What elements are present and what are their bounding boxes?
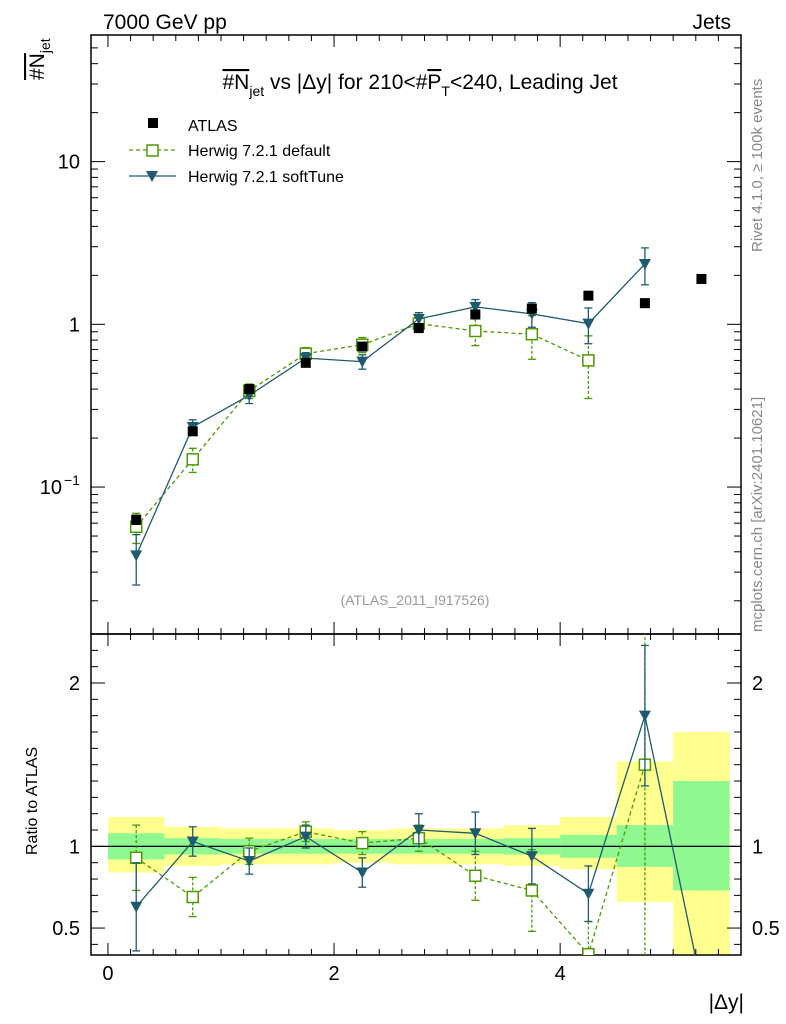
x-tick-label: 4 [555, 963, 566, 985]
title-middle: vs |Δy| for 210<# [264, 71, 428, 94]
atlas-point [470, 309, 481, 320]
title-pt-symbol: P [427, 71, 441, 94]
x-tick-label: 2 [328, 963, 339, 985]
side-label-upper-wrap: Rivet 4.1.0, ≥ 100k events [749, 79, 766, 252]
ratio-y-axis-label: Ratio to ATLAS [24, 747, 41, 855]
analysis-watermark: (ATLAS_2011_I917526) [341, 592, 490, 608]
softtune-point [582, 318, 595, 330]
default-point [186, 890, 199, 904]
atlas-point [300, 357, 311, 368]
side-label-lower-wrap: mcplots.cern.ch [arXiv:2401.10621] [749, 397, 766, 632]
title-n-symbol: #N [222, 71, 249, 94]
series-square-filled [131, 273, 707, 525]
default-point [582, 354, 595, 367]
legend-atlas-label: ATLAS [188, 118, 238, 135]
softtune-point [695, 980, 707, 991]
softtune-point [638, 258, 651, 270]
softtune-point [412, 825, 425, 837]
softtune-point [638, 710, 651, 722]
svg-text:#Njet: #Njet [26, 38, 53, 80]
default-point [582, 947, 595, 955]
title-pt-subscript: T [441, 83, 450, 99]
ratio-y-tick-label-right: 1 [752, 836, 763, 858]
legend-default-marker [146, 144, 159, 157]
softtune-point [582, 888, 595, 900]
series-line [135, 764, 646, 955]
main-y-tick-label: 10 [40, 477, 62, 499]
x-axis-label: |Δy| [709, 991, 744, 1014]
series-line [135, 322, 589, 528]
ratio-y-axis-label-wrap: Ratio to ATLAS [24, 747, 41, 855]
softtune-point [186, 836, 199, 848]
main-chart-title: #Njet vs |Δy| for 210<#PT<240, Leading J… [222, 71, 617, 99]
atlas-point [413, 322, 424, 333]
softtune-point [130, 550, 143, 562]
series-triangle-down-solid [130, 644, 707, 991]
x-tick-label: 0 [102, 963, 113, 985]
softtune-point [356, 356, 369, 368]
ratio-y-tick-label-right: 2 [752, 673, 763, 695]
series-line [135, 263, 646, 556]
default-point [469, 324, 482, 338]
default-point [469, 869, 482, 883]
ratio-y-tick-label: 2 [69, 673, 80, 695]
softtune-point [469, 828, 482, 840]
legend-atlas-marker [148, 118, 158, 128]
legend: ATLAS Herwig 7.2.1 default Herwig 7.2.1 … [129, 118, 344, 186]
ylabel-main: #N [26, 53, 49, 80]
atlas-point [583, 290, 594, 301]
ratio-y-tick-label-right: 0.5 [752, 918, 780, 940]
atlas-point [244, 384, 255, 395]
default-point [356, 836, 369, 850]
ylabel-subscript: jet [37, 38, 53, 54]
rivet-version-label: Rivet 4.1.0, ≥ 100k events [749, 79, 766, 252]
legend-softtune-marker [146, 171, 158, 182]
legend-softtune-label: Herwig 7.2.1 softTune [188, 169, 344, 186]
ratio-y-tick-label: 1 [69, 836, 80, 858]
series-square-open-dashed [129, 634, 652, 955]
ratio-y-tick-label: 0.5 [52, 918, 80, 940]
atlas-point [639, 298, 650, 309]
title-end: <240, Leading Jet [450, 71, 618, 94]
legend-default-label: Herwig 7.2.1 default [188, 143, 331, 160]
atlas-point [131, 514, 142, 525]
default-point [129, 851, 143, 865]
default-point [186, 453, 199, 466]
default-point [525, 327, 539, 341]
softtune-point [525, 851, 538, 863]
header-energy-label: 7000 GeV pp [103, 11, 227, 34]
series-triangle-down-solid [130, 247, 651, 586]
softtune-point [299, 831, 312, 843]
main-y-tick-label: 10 [58, 152, 80, 174]
softtune-point [356, 867, 369, 879]
ratio-frame [90, 633, 742, 956]
softtune-point [130, 901, 143, 913]
atlas-point [526, 303, 537, 314]
softtune-point [469, 301, 482, 313]
main-y-axis-label: #Njet [26, 38, 53, 80]
mcplots-source-label: mcplots.cern.ch [arXiv:2401.10621] [749, 397, 766, 632]
atlas-point [696, 273, 707, 284]
atlas-point [357, 341, 368, 352]
softtune-point [412, 313, 425, 325]
header-process-label: Jets [692, 11, 731, 34]
softtune-point [243, 856, 256, 868]
ratio-panel: 0 2 4 0.5 0.5 1 1 2 2 [52, 633, 780, 991]
atlas-point [187, 426, 198, 437]
default-point [525, 884, 539, 897]
main-y-tick-exponent: −1 [64, 472, 80, 488]
main-y-tick-label: 1 [69, 314, 80, 336]
band-inner [673, 781, 730, 891]
title-n-subscript: jet [248, 83, 264, 99]
